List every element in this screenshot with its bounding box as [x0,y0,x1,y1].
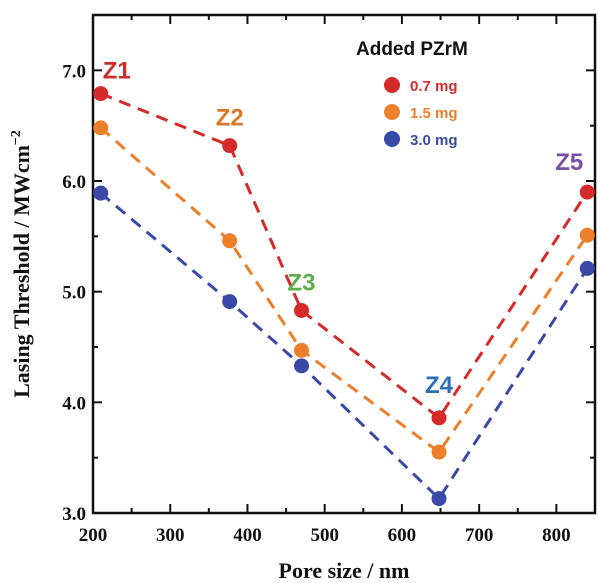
y-tick-label: 7.0 [62,61,86,82]
x-tick-label: 400 [233,525,262,546]
y-tick-label: 4.0 [62,393,86,414]
series-line [100,92,589,421]
y-axis-title-main: Lasing Threshold / MWcm [9,145,34,398]
y-tick-label: 5.0 [62,283,86,304]
series-0 [93,86,595,426]
data-point [579,227,595,243]
tick-labels: 3.0 4.0 5.0 6.0 7.0 200 300 400 500 600 700 800 [62,61,570,546]
legend-label: 3.0 mg [410,132,458,149]
axis-ticks [92,14,596,514]
legend-marker [384,77,400,93]
data-point [222,138,238,154]
data-point [431,444,447,460]
data-point [294,302,310,318]
x-axis-title: Pore size / nm [279,558,410,583]
point-annotation: Z5 [555,149,583,176]
y-axis-title: Lasing Threshold / MWcm−2 [9,130,34,398]
plot-frame [91,13,597,515]
series-1 [93,120,595,460]
data-point [294,358,310,374]
data-point [93,185,109,201]
x-tick-label: 800 [542,525,571,546]
data-point [294,342,310,358]
legend-label: 1.5 mg [410,105,458,122]
x-tick-label: 600 [388,525,417,546]
x-tick-label: 500 [310,525,339,546]
point-annotation: Z1 [103,58,131,85]
annotations: Z1 Z2 Z3 Z4 Z5 [103,58,584,399]
y-axis-title-superscript: −2 [9,130,24,145]
x-tick-label: 700 [465,525,494,546]
legend-title: Added PZrM [356,39,468,60]
x-tick-label: 300 [156,525,185,546]
legend-marker [384,131,400,147]
series-line [99,126,589,455]
series-line [99,192,589,501]
point-annotation: Z3 [288,269,316,296]
data-point [579,260,595,276]
point-annotation: Z2 [216,105,244,132]
data-point [431,491,447,507]
y-tick-label: 6.0 [62,172,86,193]
data-point [222,294,238,310]
series-2 [93,185,595,507]
series-layer [93,86,595,507]
data-point [93,86,109,102]
data-point [579,184,595,200]
x-tick-label: 200 [79,525,108,546]
legend: Added PZrM 0.7 mg 1.5 mg 3.0 mg [356,39,468,149]
point-annotation: Z4 [425,372,454,399]
data-point [431,410,447,426]
y-tick-label: 3.0 [62,504,86,525]
legend-items: 0.7 mg 1.5 mg 3.0 mg [384,77,458,149]
data-point [222,233,238,249]
data-point [93,120,109,136]
legend-marker [384,104,400,120]
legend-label: 0.7 mg [410,78,458,95]
